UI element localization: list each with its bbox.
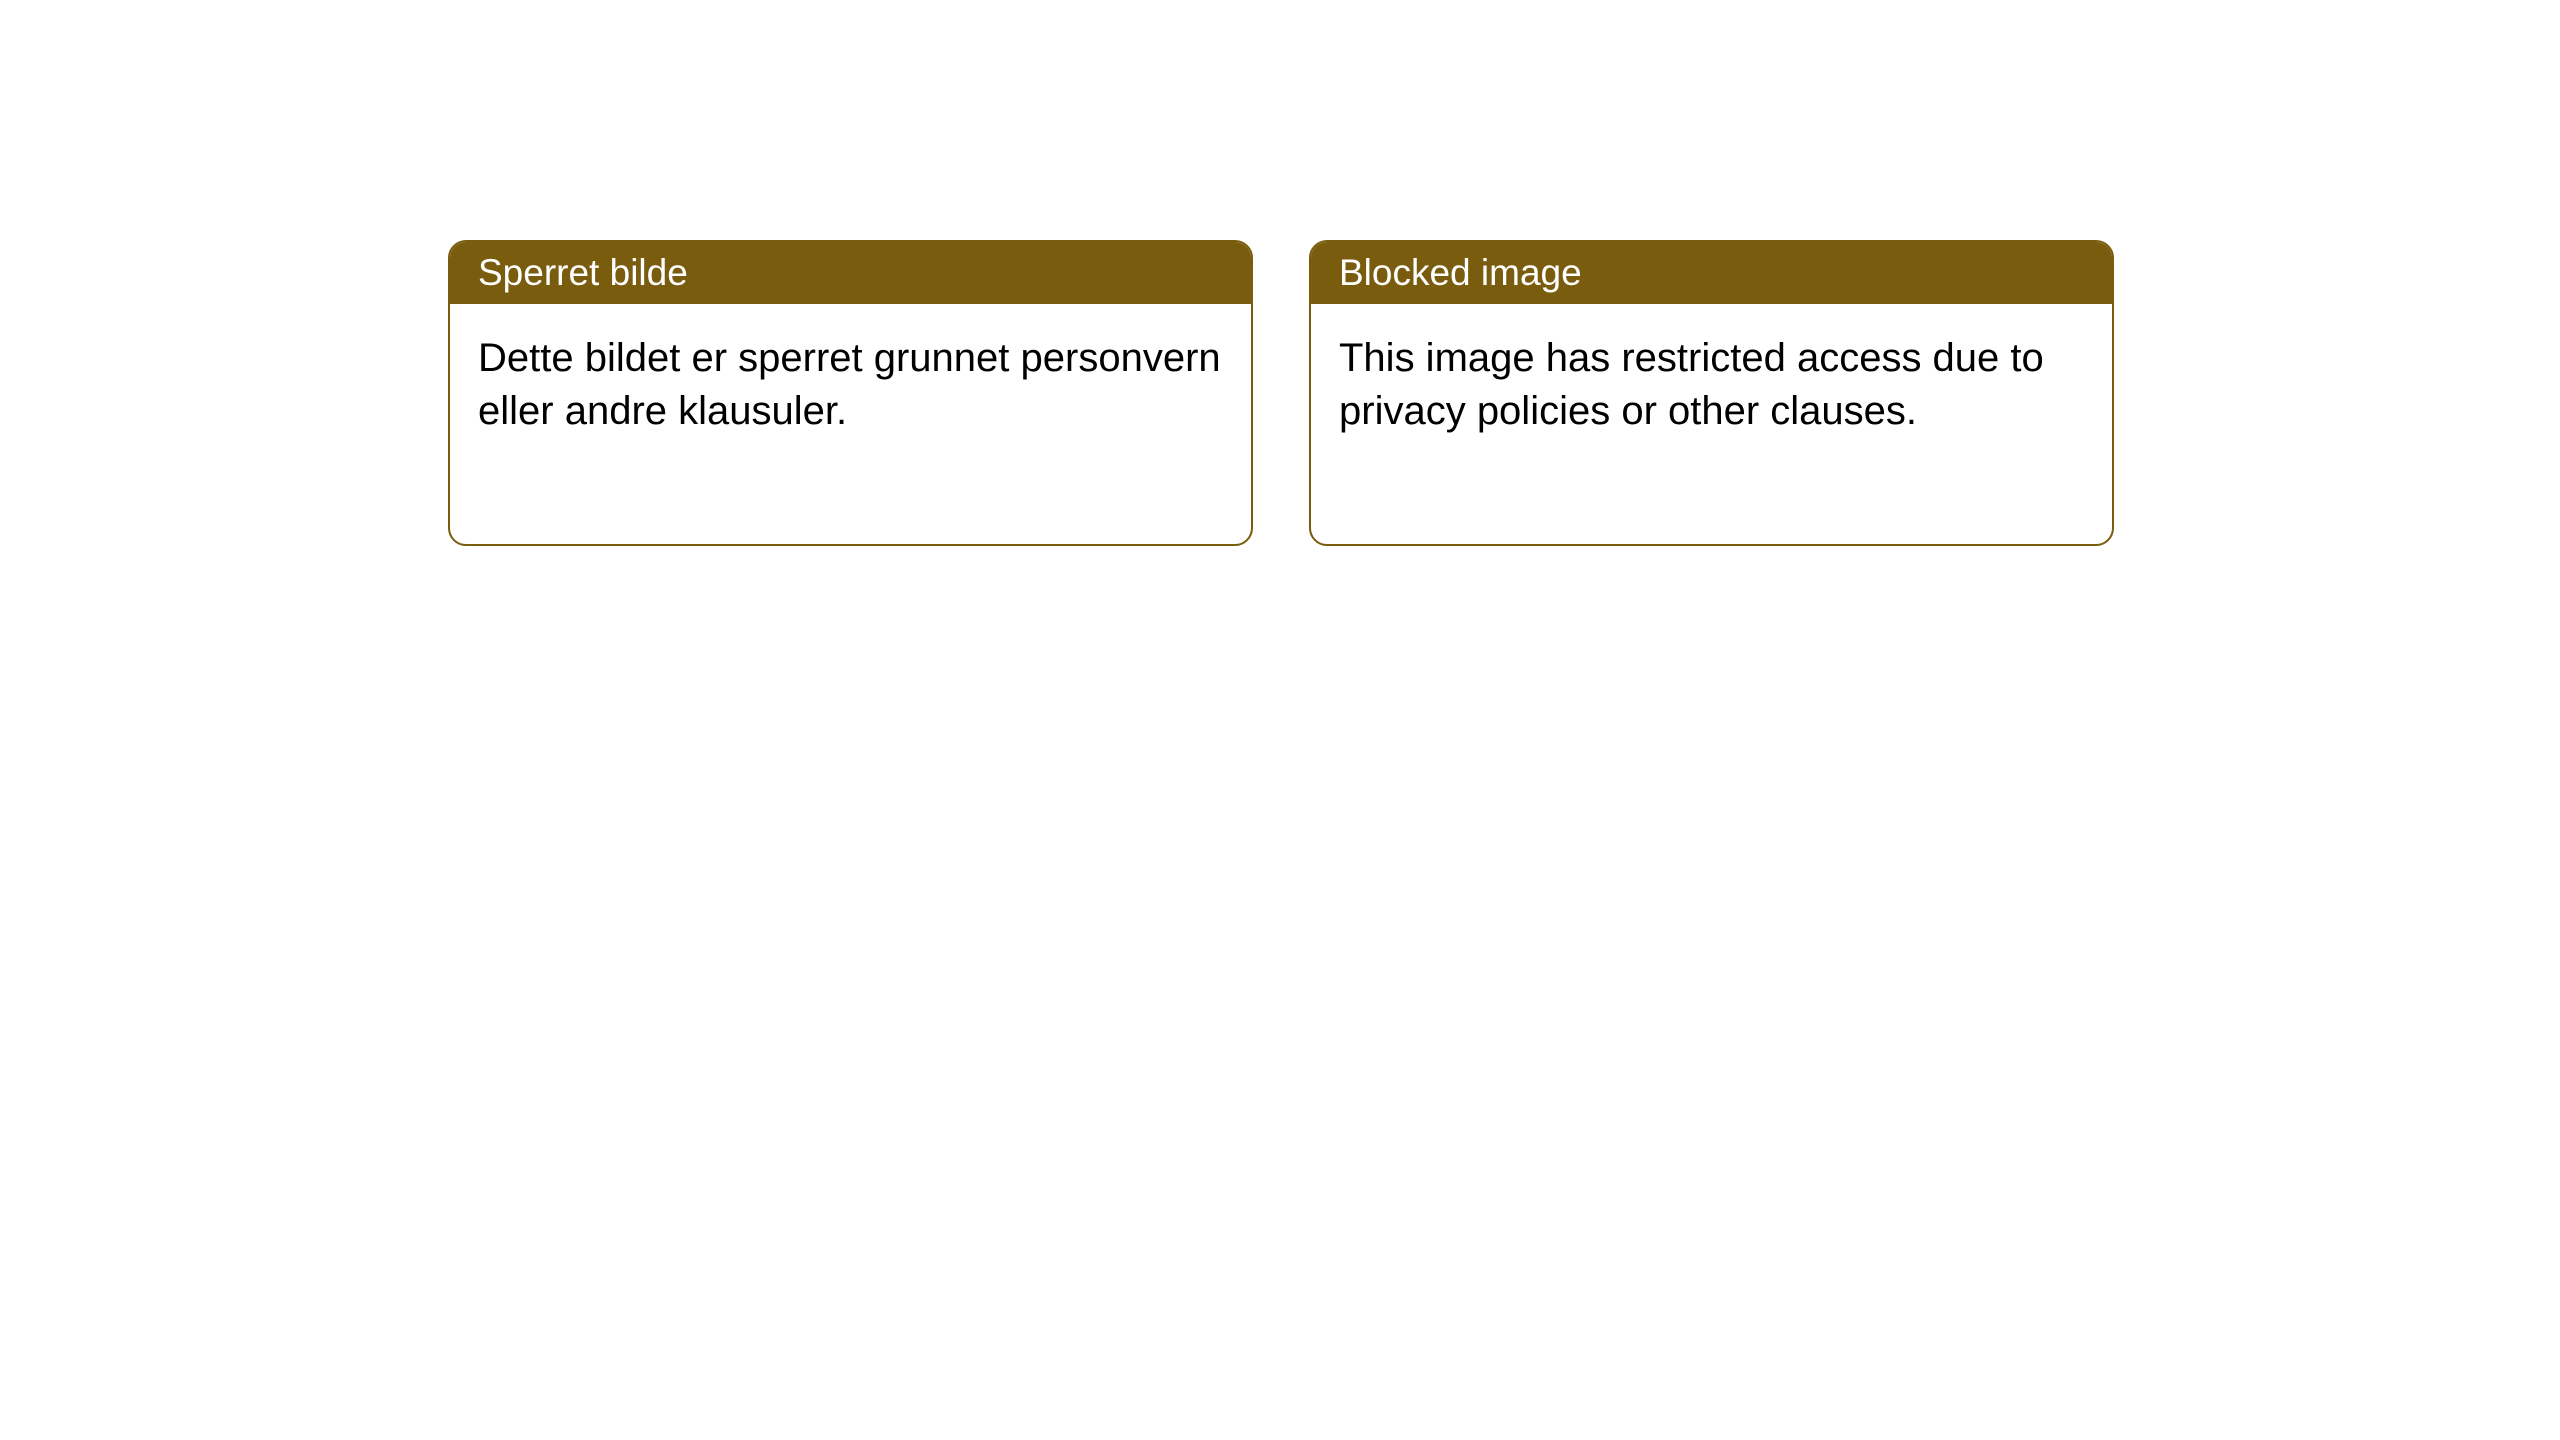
notice-box-english: Blocked image This image has restricted … <box>1309 240 2114 546</box>
notice-body: This image has restricted access due to … <box>1311 304 2112 544</box>
notice-header: Blocked image <box>1311 242 2112 304</box>
notice-container: Sperret bilde Dette bildet er sperret gr… <box>0 0 2560 546</box>
notice-body-text: This image has restricted access due to … <box>1339 336 2044 433</box>
notice-title: Blocked image <box>1339 252 1582 293</box>
notice-body: Dette bildet er sperret grunnet personve… <box>450 304 1251 544</box>
notice-body-text: Dette bildet er sperret grunnet personve… <box>478 336 1221 433</box>
notice-box-norwegian: Sperret bilde Dette bildet er sperret gr… <box>448 240 1253 546</box>
notice-header: Sperret bilde <box>450 242 1251 304</box>
notice-title: Sperret bilde <box>478 252 688 293</box>
